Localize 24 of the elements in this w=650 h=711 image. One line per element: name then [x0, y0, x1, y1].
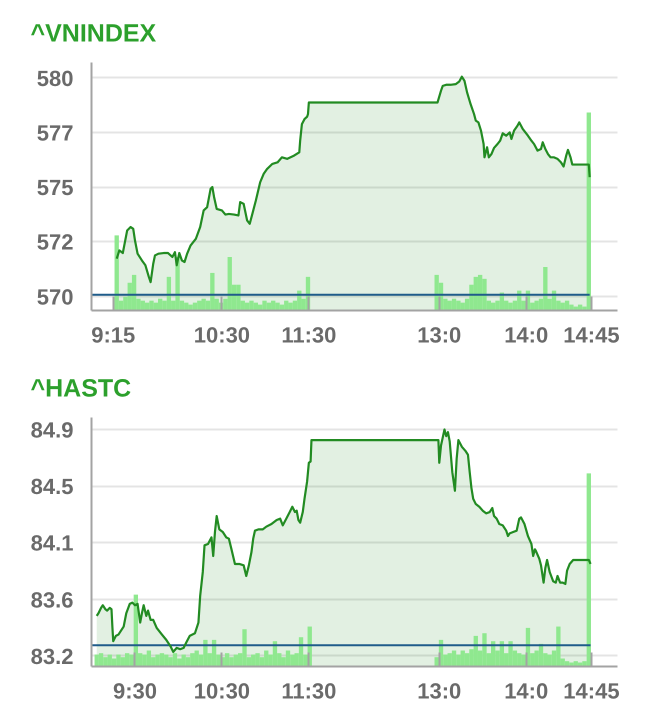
x-tick-label: 9:15 — [91, 322, 136, 348]
x-tick-label: 11:30 — [281, 678, 336, 704]
y-tick-label: 577 — [36, 120, 74, 146]
y-tick-label: 83.2 — [30, 644, 74, 669]
x-tick-label: 13:0 — [417, 678, 462, 704]
x-tick-label: 14:45 — [563, 678, 620, 704]
y-tick-label: 84.9 — [30, 417, 74, 442]
x-tick-label: 14:45 — [563, 322, 620, 348]
y-tick-label: 572 — [36, 230, 74, 255]
x-tick-label: 13:0 — [417, 322, 462, 348]
x-tick-label: 11:30 — [281, 322, 336, 348]
x-tick-label: 14:0 — [504, 322, 548, 348]
y-tick-label: 575 — [36, 175, 74, 200]
y-tick-label: 84.1 — [30, 530, 74, 556]
y-tick-label: 580 — [36, 66, 74, 91]
x-tick-label: 10:30 — [194, 678, 250, 704]
y-tick-label: 84.5 — [30, 474, 74, 500]
x-tick-label: 10:30 — [194, 322, 250, 348]
y-tick-label: 570 — [36, 284, 74, 310]
x-tick-label: 9:30 — [112, 678, 157, 704]
chart-title: ^VNINDEX — [30, 20, 157, 48]
chart-title: ^HASTC — [30, 374, 132, 402]
y-tick-label: 83.6 — [30, 587, 74, 612]
x-tick-label: 14:0 — [504, 678, 548, 704]
